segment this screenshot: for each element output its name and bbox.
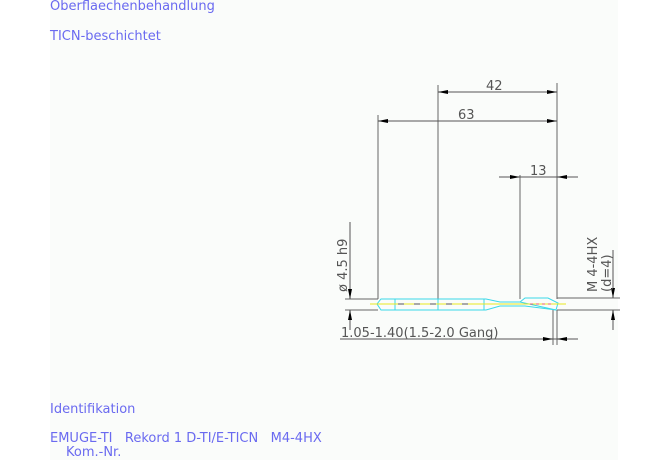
- dim-42: 42: [486, 79, 503, 94]
- dim-13: 13: [530, 164, 547, 179]
- dim-thread: M 4-4HX: [586, 237, 601, 292]
- identification-label: Identifikation: [50, 402, 136, 417]
- dim-bottom: 1.05-1.40(1.5-2.0 Gang): [341, 326, 498, 341]
- drawing-sheet: [50, 0, 618, 460]
- dim-diameter: ø 4.5 h9: [336, 239, 351, 292]
- dimension-lines: [340, 90, 615, 341]
- surface-label: Oberflaechenbehandlung: [50, 0, 215, 14]
- dim-thread-d: (d=4): [600, 254, 615, 292]
- dim-63: 63: [458, 108, 475, 123]
- surface-value: TICN-beschichtet: [50, 29, 161, 44]
- identification-value: EMUGE-TI Rekord 1 D-TI/E-TICN M4-4HX: [50, 431, 322, 446]
- tool-outline: [376, 297, 559, 311]
- extension-lines: [345, 83, 620, 345]
- kom-nr-label: Kom.-Nr.: [66, 445, 122, 460]
